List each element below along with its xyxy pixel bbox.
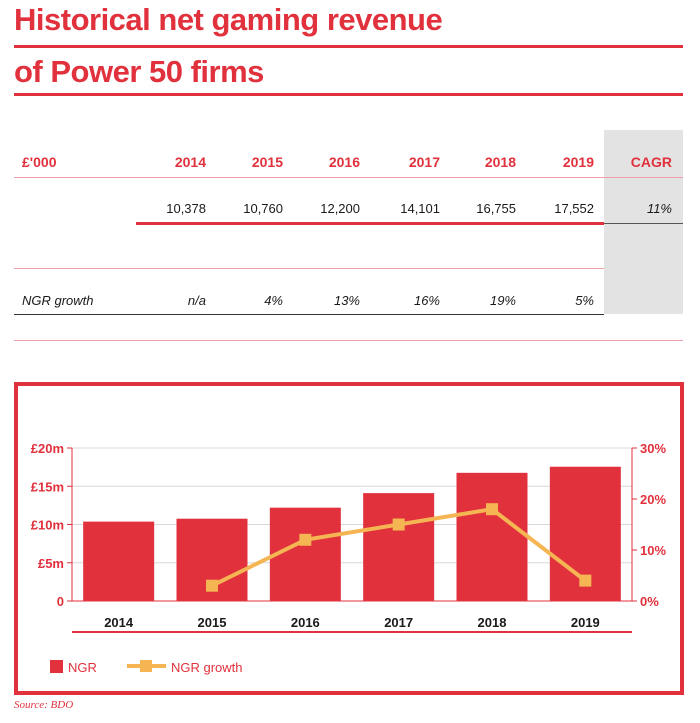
growth-2017: 16% [413,293,440,308]
title-divider-top [14,45,683,48]
table-header-2019: 2019 [562,154,594,170]
chart-frame [14,382,684,695]
x-axis-label-2014: 2014 [104,615,134,630]
growth-2014: n/a [187,293,206,308]
table-header-2018: 2018 [484,154,516,170]
right-axis-tick-label: 30% [640,441,666,456]
revenue-2019: 17,552 [554,201,594,216]
x-axis-label-2015: 2015 [198,615,227,630]
source-note: Source: BDO [14,699,74,711]
revenue-2014: 10,378 [166,201,206,216]
bar-ngr-2018 [456,472,528,601]
growth-2019: 5% [575,293,594,308]
table-bottom-divider [14,314,604,315]
revenue-2017: 14,101 [400,201,440,216]
revenue-2015: 10,760 [243,201,283,216]
left-axis-tick-label: £5m [38,556,64,571]
legend-label-ngr-growth: NGR growth [171,660,243,675]
page-title-line-1: Historical net gaming revenue [14,2,443,37]
bar-ngr-2016 [269,507,341,601]
legend-swatch-ngr [50,660,63,673]
table-mid-divider [14,268,604,269]
revenue-cagr: 11% [646,201,672,216]
x-axis-label-2017: 2017 [384,615,413,630]
point-ngr-growth-2019 [579,574,592,587]
revenue-row-underline [136,222,604,225]
growth-row-label: NGR growth [22,293,94,308]
growth-2015: 4% [264,293,283,308]
x-axis-label-2018: 2018 [478,615,507,630]
right-axis-tick-label: 10% [640,543,666,558]
legend-swatch-marker-growth [140,660,152,672]
left-axis-tick-label: £20m [31,441,64,456]
table-header-2014: 2014 [174,154,206,170]
cagr-column-shade [604,130,683,314]
bar-ngr-2017 [363,493,435,601]
x-axis-label-2019: 2019 [571,615,600,630]
point-ngr-growth-2017 [392,518,405,531]
table-header-cagr: CAGR [630,154,672,170]
table-header-2016: 2016 [328,154,360,170]
growth-2018: 19% [489,293,516,308]
table-unit-label: £'000 [22,154,57,170]
bar-ngr-2014 [83,521,155,601]
table-header-2015: 2015 [251,154,283,170]
legend-label-ngr: NGR [68,660,97,675]
left-axis-tick-label: 0 [57,594,64,609]
left-axis-tick-label: £15m [31,479,64,494]
page-title-line-2: of Power 50 firms [14,54,264,89]
table-section-divider [14,340,683,341]
table-header-divider [14,177,683,178]
point-ngr-growth-2018 [486,503,498,516]
point-ngr-growth-2015 [206,579,218,592]
right-axis-tick-label: 20% [640,492,666,507]
revenue-2016: 12,200 [320,201,360,216]
revenue-row-underline-cagr [604,223,683,224]
point-ngr-growth-2016 [299,533,312,546]
revenue-2018: 16,755 [476,201,516,216]
growth-2016: 13% [333,293,360,308]
table-header-2017: 2017 [408,154,440,170]
left-axis-tick-label: £10m [31,518,64,533]
right-axis-tick-label: 0% [640,594,659,609]
title-divider-bottom [14,93,683,96]
x-axis-label-2016: 2016 [291,615,320,630]
